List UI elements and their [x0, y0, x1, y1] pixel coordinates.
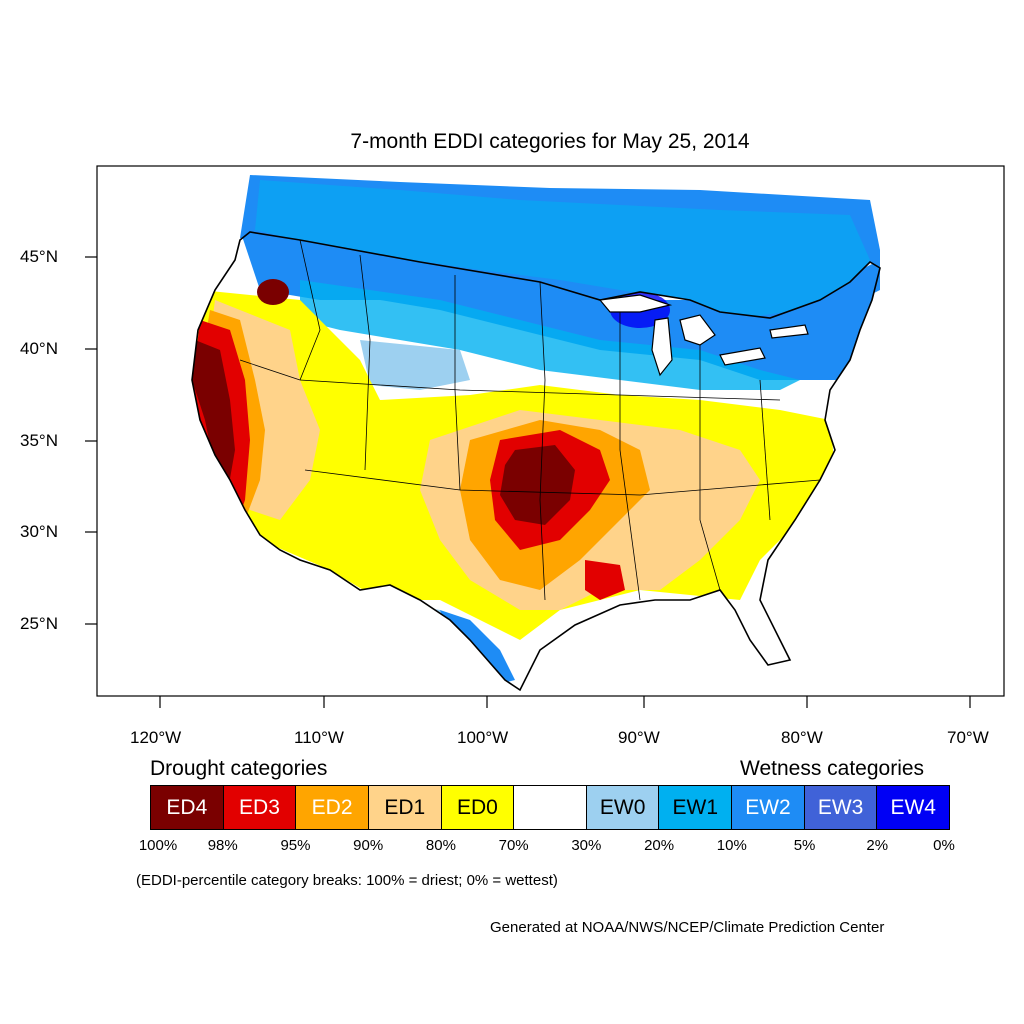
lon-label-100: 100°W — [457, 728, 509, 747]
break-label: 100% — [138, 837, 178, 854]
lat-label-25: 25°N — [20, 614, 58, 633]
legend-note: (EDDI-percentile category breaks: 100% =… — [136, 872, 558, 889]
lon-label-80: 80°W — [781, 728, 823, 747]
category-legend: ED4 ED3 ED2 ED1 ED0 EW0 EW1 EW2 EW3 EW4 — [150, 785, 950, 830]
wetness-heading: Wetness categories — [740, 757, 925, 780]
legend-cell-ew2: EW2 — [732, 786, 805, 829]
break-label: 20% — [644, 837, 675, 854]
map-title: 7-month EDDI categories for May 25, 2014 — [350, 130, 750, 153]
break-label: 10% — [716, 837, 747, 854]
break-label: 80% — [425, 837, 456, 854]
legend-cell-ew1: EW1 — [659, 786, 733, 829]
lon-label-90: 90°W — [618, 728, 660, 747]
break-label: 2% — [866, 837, 889, 854]
lon-label-110: 110°W — [294, 728, 344, 747]
break-label: 98% — [207, 837, 238, 854]
lat-label-40: 40°N — [20, 339, 58, 358]
legend-cell-ed4: ED4 — [151, 786, 224, 829]
map-border — [96, 165, 1005, 697]
lat-label-30: 30°N — [20, 522, 58, 541]
legend-cell-ed3: ED3 — [223, 786, 297, 829]
lon-label-120: 120°W — [130, 728, 182, 747]
credit-line: Generated at NOAA/NWS/NCEP/Climate Predi… — [490, 919, 885, 936]
legend-cell-neutral — [514, 786, 587, 829]
break-label: 5% — [793, 837, 816, 854]
break-label: 95% — [280, 837, 311, 854]
break-label: 30% — [571, 837, 602, 854]
break-label: 0% — [933, 837, 955, 854]
legend-cell-ed0: ED0 — [441, 786, 515, 829]
legend-cell-ed2: ED2 — [296, 786, 369, 829]
legend-cell-ew0: EW0 — [586, 786, 660, 829]
lat-label-35: 35°N — [20, 431, 58, 450]
legend-cell-ew3: EW3 — [804, 786, 878, 829]
lat-label-45: 45°N — [20, 247, 58, 266]
legend-cell-ew4: EW4 — [877, 786, 950, 829]
break-label: 70% — [498, 837, 529, 854]
break-label: 90% — [353, 837, 384, 854]
drought-heading: Drought categories — [150, 757, 328, 780]
tick-marks — [85, 256, 971, 708]
lon-label-70: 70°W — [947, 728, 989, 747]
map-frame — [97, 166, 1004, 696]
legend-cell-ed1: ED1 — [368, 786, 442, 829]
